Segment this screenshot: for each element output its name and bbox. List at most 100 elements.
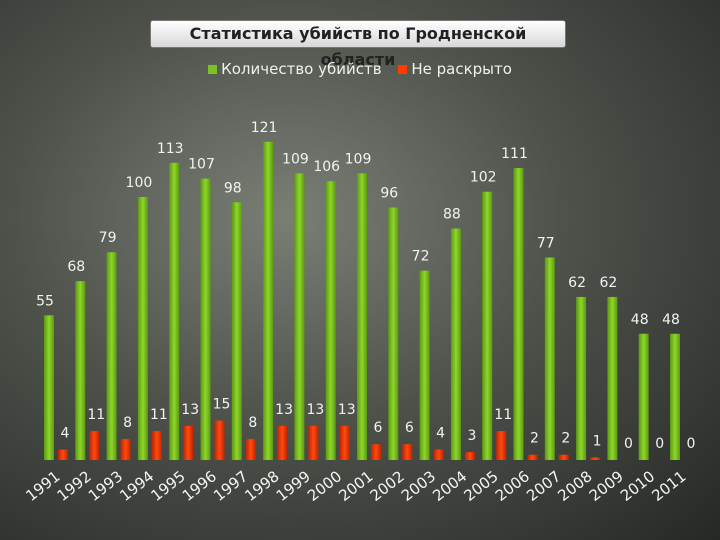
x-tick-2001: 2001: [335, 467, 376, 505]
legend-label-murders: Количество убийств: [221, 60, 382, 78]
label-murders-2011: 48: [662, 312, 680, 328]
label-unsolved-1997: 8: [248, 415, 257, 431]
bar-unsolved-1992: [89, 431, 100, 460]
label-murders-2000: 106: [313, 159, 340, 175]
bar-murders-2002: [388, 207, 399, 460]
label-murders-1997: 98: [224, 180, 242, 196]
bar-murders-1991: [44, 315, 54, 460]
legend-item-murders: Количество убийств: [208, 60, 382, 78]
label-unsolved-1994: 11: [150, 407, 168, 423]
x-tick-2011: 2011: [648, 467, 689, 505]
label-murders-2009: 62: [599, 275, 617, 291]
x-tick-1997: 1997: [210, 467, 251, 505]
legend-swatch-unsolved: [398, 65, 408, 74]
label-unsolved-1995: 13: [181, 402, 199, 418]
label-unsolved-1998: 13: [275, 402, 293, 418]
label-murders-1995: 113: [157, 141, 184, 157]
bar-murders-1997: [231, 202, 242, 460]
bar-murders-2004: [450, 228, 461, 460]
label-murders-1994: 100: [126, 175, 153, 191]
label-murders-2010: 48: [631, 312, 649, 328]
bar-unsolved-1996: [214, 420, 225, 460]
label-unsolved-2003: 4: [436, 425, 445, 441]
label-unsolved-2009: 0: [624, 436, 633, 452]
bar-murders-1993: [106, 252, 117, 460]
x-tick-1992: 1992: [54, 467, 95, 505]
label-murders-2003: 72: [412, 249, 430, 265]
label-murders-2007: 77: [537, 235, 555, 251]
bar-unsolved-1999: [308, 425, 319, 460]
bar-unsolved-1994: [151, 431, 162, 460]
bar-murders-2008: [576, 296, 587, 460]
label-murders-2006: 111: [501, 146, 528, 162]
label-unsolved-1999: 13: [306, 402, 324, 418]
bar-unsolved-2004: [464, 452, 475, 460]
label-murders-1996: 107: [188, 157, 215, 173]
x-tick-2007: 2007: [523, 467, 564, 505]
x-tick-1996: 1996: [179, 467, 220, 505]
x-tick-2002: 2002: [367, 467, 408, 505]
bar-unsolved-1995: [183, 425, 194, 460]
x-tick-2006: 2006: [492, 467, 533, 505]
label-murders-1993: 79: [99, 230, 117, 246]
bar-murders-2006: [513, 168, 524, 460]
label-unsolved-2005: 11: [494, 407, 512, 423]
label-murders-1998: 121: [251, 120, 278, 136]
bar-murders-2001: [357, 173, 367, 460]
bar-unsolved-1998: [277, 425, 288, 460]
label-unsolved-1992: 11: [87, 407, 105, 423]
bar-unsolved-2001: [371, 444, 381, 460]
label-murders-1991: 55: [36, 293, 54, 309]
label-unsolved-2000: 13: [338, 402, 356, 418]
label-unsolved-2002: 6: [405, 420, 414, 436]
label-unsolved-1991: 4: [61, 425, 70, 441]
bar-murders-1996: [200, 178, 211, 460]
bar-murders-2007: [544, 257, 555, 460]
legend-swatch-murders: [208, 65, 218, 74]
label-murders-2008: 62: [568, 275, 586, 291]
bar-murders-2009: [607, 296, 618, 460]
bar-murders-2003: [419, 270, 430, 460]
bar-murders-2005: [482, 191, 493, 461]
label-unsolved-1996: 15: [213, 397, 231, 413]
bar-murders-1992: [75, 281, 86, 460]
label-murders-2004: 88: [443, 207, 461, 223]
bar-murders-1994: [137, 197, 148, 460]
legend-item-unsolved: Не раскрыто: [398, 60, 512, 78]
bar-unsolved-2007: [558, 454, 569, 460]
x-tick-1999: 1999: [273, 467, 314, 505]
bar-unsolved-1991: [58, 449, 68, 460]
bar-unsolved-1997: [245, 438, 256, 460]
bar-unsolved-2003: [433, 449, 444, 460]
label-unsolved-2008: 1: [593, 433, 602, 449]
x-tick-1994: 1994: [116, 467, 157, 505]
bar-unsolved-2000: [339, 425, 350, 460]
label-murders-2001: 109: [345, 151, 372, 167]
bar-unsolved-2002: [402, 444, 413, 460]
bar-murders-1999: [294, 173, 305, 460]
bar-unsolved-2008: [590, 457, 601, 460]
bar-murders-1995: [169, 162, 180, 460]
x-tick-1991: 1991: [22, 467, 63, 505]
label-unsolved-2011: 0: [687, 436, 696, 452]
label-unsolved-2001: 6: [374, 420, 383, 436]
x-tick-2008: 2008: [554, 467, 595, 505]
bar-unsolved-2005: [496, 431, 507, 460]
label-unsolved-2006: 2: [530, 431, 539, 447]
x-tick-1993: 1993: [85, 467, 126, 505]
label-murders-2005: 102: [470, 170, 497, 186]
x-tick-2009: 2009: [586, 467, 627, 505]
x-tick-2004: 2004: [429, 467, 470, 505]
x-tick-2010: 2010: [617, 467, 658, 505]
bar-unsolved-1993: [120, 438, 131, 460]
chart-title: Статистика убийств по Гродненской област…: [150, 20, 566, 69]
bar-murders-1998: [263, 141, 274, 460]
label-unsolved-2004: 3: [467, 428, 476, 444]
legend-label-unsolved: Не раскрыто: [411, 60, 512, 78]
bar-unsolved-2006: [527, 454, 538, 460]
x-tick-2003: 2003: [398, 467, 439, 505]
label-murders-1992: 68: [67, 259, 85, 275]
label-unsolved-2010: 0: [655, 436, 664, 452]
bar-murders-2011: [670, 333, 680, 460]
